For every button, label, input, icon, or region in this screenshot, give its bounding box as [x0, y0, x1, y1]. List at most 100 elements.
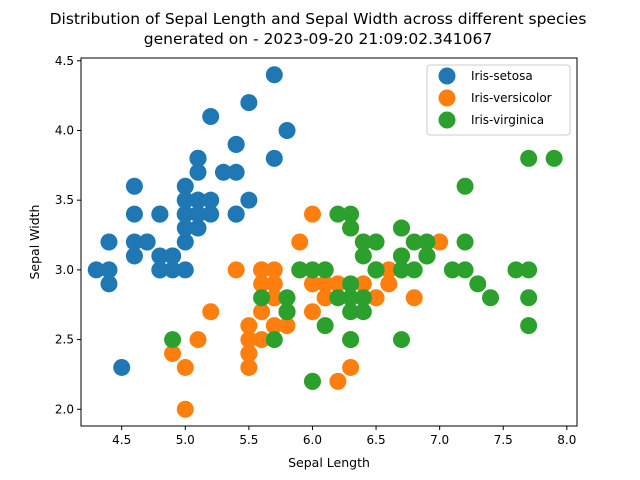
- data-point-iris-setosa-48: [214, 163, 232, 181]
- data-point-iris-versicolor-26: [405, 289, 423, 307]
- data-point-iris-virginica-36: [342, 205, 360, 223]
- data-point-iris-versicolor-9: [202, 303, 220, 321]
- data-point-iris-virginica-15: [354, 233, 372, 251]
- data-point-iris-virginica-26: [329, 289, 347, 307]
- data-point-iris-setosa-27: [202, 191, 220, 209]
- data-point-iris-virginica-37: [354, 247, 372, 265]
- x-tick-label: 4.5: [112, 433, 131, 447]
- data-point-iris-virginica-44: [392, 219, 410, 237]
- data-point-iris-virginica-13: [265, 331, 283, 349]
- data-point-iris-virginica-5: [507, 261, 525, 279]
- data-point-iris-setosa-26: [176, 205, 194, 223]
- data-point-iris-virginica-29: [456, 261, 474, 279]
- chart-title-line-2: generated on - 2023-09-20 21:09:02.34106…: [144, 30, 492, 48]
- data-point-iris-virginica-6: [164, 331, 182, 349]
- x-tick-label: 7.5: [494, 433, 513, 447]
- data-point-iris-virginica-30: [482, 289, 500, 307]
- data-point-iris-virginica-12: [405, 261, 423, 279]
- data-point-iris-virginica-19: [303, 372, 321, 390]
- data-point-iris-virginica-48: [329, 205, 347, 223]
- y-tick-label: 4.5: [55, 54, 74, 68]
- data-point-iris-versicolor-18: [329, 372, 347, 390]
- data-point-iris-setosa-21: [189, 163, 207, 181]
- x-tick-label: 8.0: [557, 433, 576, 447]
- data-point-iris-versicolor-19: [253, 331, 271, 349]
- data-point-iris-versicolor-10: [176, 400, 194, 418]
- x-tick-label: 6.5: [367, 433, 386, 447]
- data-point-iris-virginica-38: [303, 261, 321, 279]
- data-point-iris-virginica-22: [520, 289, 538, 307]
- x-tick-label: 5.5: [239, 433, 258, 447]
- data-point-iris-setosa-3: [125, 247, 143, 265]
- legend-box: [426, 64, 571, 136]
- data-point-iris-virginica-7: [469, 275, 487, 293]
- data-point-iris-versicolor-8: [380, 275, 398, 293]
- data-point-iris-versicolor-3: [240, 358, 258, 376]
- data-point-iris-virginica-27: [316, 261, 334, 279]
- data-point-iris-versicolor-13: [316, 275, 334, 293]
- data-point-iris-versicolor-46: [265, 275, 283, 293]
- y-axis-label: Sepal Width: [27, 205, 42, 280]
- legend-marker-iris-setosa: [438, 67, 456, 85]
- data-point-iris-versicolor-25: [380, 261, 398, 279]
- data-point-iris-setosa-37: [164, 247, 182, 265]
- data-point-iris-virginica-40: [392, 247, 410, 265]
- data-point-iris-versicolor-31: [240, 345, 258, 363]
- data-point-iris-versicolor-42: [278, 317, 296, 335]
- legend-marker-iris-versicolor: [438, 89, 456, 107]
- legend: Iris-setosa Iris-versicolor Iris-virginica: [426, 64, 571, 136]
- data-point-iris-virginica-10: [367, 233, 385, 251]
- data-point-iris-setosa-28: [202, 205, 220, 223]
- data-point-iris-versicolor-4: [367, 289, 385, 307]
- data-point-iris-versicolor-39: [240, 331, 258, 349]
- data-point-iris-setosa-42: [100, 233, 118, 251]
- data-point-iris-virginica-35: [520, 261, 538, 279]
- data-point-iris-setosa-25: [176, 261, 194, 279]
- data-point-iris-versicolor-49: [265, 289, 283, 307]
- data-point-iris-setosa-14: [278, 121, 296, 139]
- data-point-iris-virginica-8: [392, 331, 410, 349]
- data-point-iris-setosa-10: [227, 163, 245, 181]
- data-point-iris-setosa-22: [125, 177, 143, 195]
- x-axis: 4.5 5.0 5.5 6.0 6.5 7.0 7.5 8.0: [112, 426, 576, 447]
- data-point-iris-versicolor-29: [265, 317, 283, 335]
- data-point-iris-setosa-16: [227, 135, 245, 153]
- data-point-iris-setosa-39: [189, 205, 207, 223]
- data-point-iris-virginica-46: [342, 331, 360, 349]
- data-point-iris-setosa-4: [176, 177, 194, 195]
- data-point-iris-versicolor-44: [253, 303, 271, 321]
- y-tick-label: 3.0: [55, 263, 74, 277]
- data-point-iris-versicolor-38: [253, 261, 271, 279]
- data-point-iris-setosa-8: [100, 275, 118, 293]
- data-point-iris-setosa-38: [100, 261, 118, 279]
- data-point-iris-setosa-35: [176, 233, 194, 251]
- data-point-iris-versicolor-23: [316, 289, 334, 307]
- data-point-iris-virginica-42: [278, 303, 296, 321]
- y-tick-label: 2.0: [55, 402, 74, 416]
- data-point-iris-virginica-20: [418, 233, 436, 251]
- x-axis-label: Sepal Length: [288, 455, 370, 470]
- data-point-iris-versicolor-40: [240, 317, 258, 335]
- data-point-iris-versicolor-43: [176, 358, 194, 376]
- x-tick-label: 6.0: [303, 433, 322, 447]
- data-point-iris-virginica-34: [316, 317, 334, 335]
- data-point-iris-versicolor-37: [342, 358, 360, 376]
- data-point-iris-versicolor-14: [253, 275, 271, 293]
- y-tick-label: 3.5: [55, 193, 74, 207]
- data-point-iris-virginica-2: [443, 261, 461, 279]
- data-point-iris-virginica-23: [342, 303, 360, 321]
- data-point-iris-virginica-21: [253, 289, 271, 307]
- y-axis: 2.0 2.5 3.0 3.5 4.0 4.5: [55, 54, 81, 416]
- data-point-iris-versicolor-7: [164, 345, 182, 363]
- data-point-iris-versicolor-48: [189, 331, 207, 349]
- data-point-iris-virginica-47: [367, 261, 385, 279]
- data-point-iris-virginica-18: [520, 317, 538, 335]
- data-point-iris-setosa-1: [164, 261, 182, 279]
- data-point-iris-setosa-18: [265, 149, 283, 167]
- data-point-iris-virginica-33: [342, 289, 360, 307]
- data-point-iris-virginica-9: [456, 177, 474, 195]
- data-point-iris-setosa-30: [151, 247, 169, 265]
- data-point-iris-setosa-43: [176, 191, 194, 209]
- chart-title-line-1: Distribution of Sepal Length and Sepal W…: [50, 10, 587, 28]
